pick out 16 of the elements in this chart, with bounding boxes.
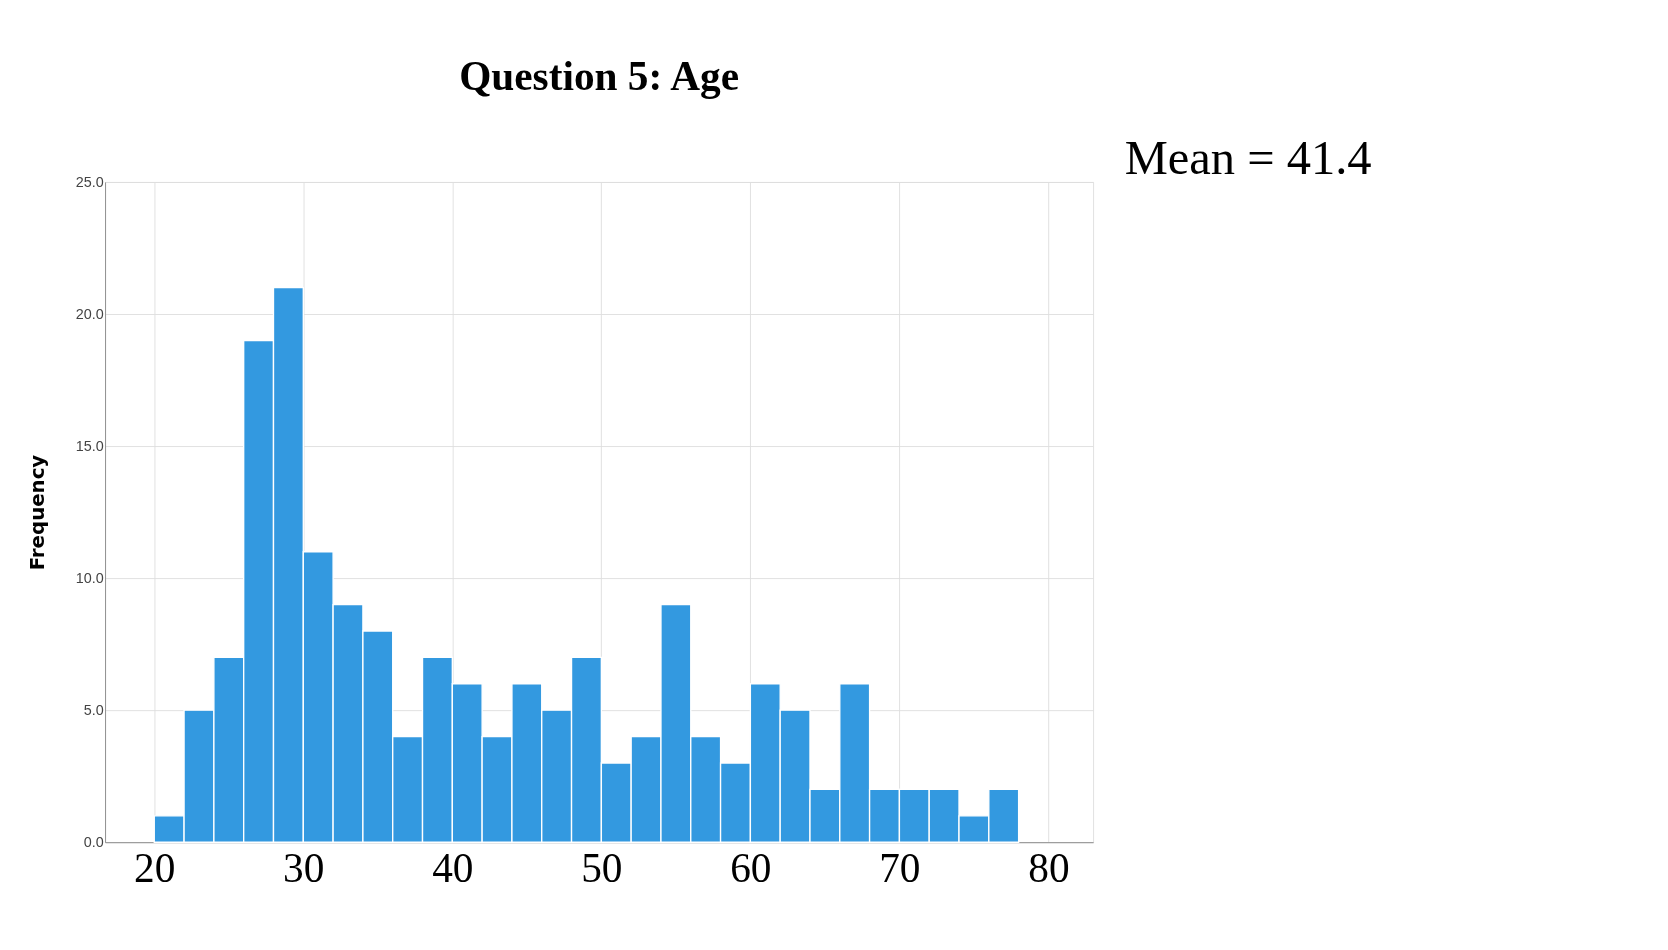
- x-tick-label: 20: [134, 845, 176, 892]
- x-tick-label: 80: [1028, 845, 1070, 892]
- x-tick-label: 40: [432, 845, 474, 892]
- text: Mean = 41.4: [1124, 130, 1372, 184]
- y-tick-label: 5.0: [83, 702, 104, 719]
- x-tick-label: 70: [879, 845, 921, 892]
- chart-title: Question 5: Age: [459, 53, 740, 100]
- y-axis-title: Frequency: [26, 454, 50, 571]
- y-tick-label: 10.0: [75, 570, 104, 587]
- y-tick-label: 25.0: [75, 173, 104, 190]
- y-tick-label: 15.0: [75, 438, 104, 455]
- x-tick-label: 60: [730, 845, 772, 892]
- y-tick-label: 20.0: [75, 306, 104, 323]
- x-tick-label: 30: [283, 845, 325, 892]
- y-tick-label: 0.0: [83, 834, 104, 851]
- x-tick-label: 50: [581, 845, 623, 892]
